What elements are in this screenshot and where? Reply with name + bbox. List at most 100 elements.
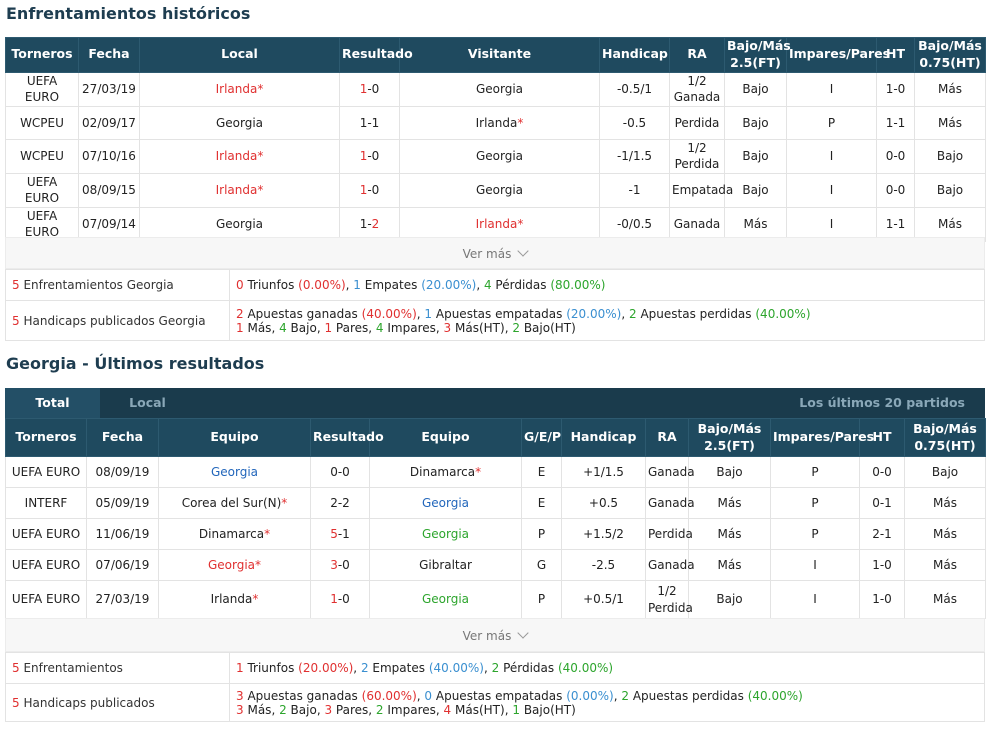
tournament-link[interactable]: UEFA EURO	[5, 518, 87, 550]
over-under-ht: Más	[914, 105, 986, 140]
tournament-link[interactable]: UEFA EURO	[5, 206, 79, 242]
col-handicap: Handicap	[599, 37, 670, 73]
odd-even: P	[786, 105, 877, 140]
half-time-score: 1-1	[876, 105, 915, 140]
odd-even: I	[786, 138, 877, 174]
tournament-link[interactable]: WCPEU	[5, 138, 79, 174]
handicap-value: +1/1.5	[561, 456, 646, 488]
h2h-summary: 5 Enfrentamientos Georgia 0 Triunfos (0.…	[5, 269, 985, 341]
col-handicap: Handicap	[561, 418, 646, 457]
match-result[interactable]: 5-1	[310, 518, 370, 550]
over-under-ft: Bajo	[724, 71, 787, 107]
tab-total[interactable]: Total	[5, 388, 100, 418]
match-result[interactable]: 3-0	[310, 549, 370, 581]
match-result[interactable]: 1-0	[310, 580, 370, 619]
match-date: 11/06/19	[86, 518, 159, 550]
last-matches-selector[interactable]: Los últimos 20 partidos	[799, 395, 965, 410]
away-team[interactable]: Georgia	[399, 172, 600, 208]
half-time-score: 2-1	[859, 518, 905, 550]
half-time-score: 1-0	[876, 71, 915, 107]
table-row: UEFA EURO 08/09/19 Georgia 0-0 Dinamarca…	[5, 456, 986, 488]
tournament-link[interactable]: UEFA EURO	[5, 456, 87, 488]
summary-label: 5 Enfrentamientos	[5, 652, 230, 684]
over-under-ht: Más	[914, 206, 986, 242]
table-row: UEFA EURO 11/06/19 Dinamarca* 5-1 Georgi…	[5, 518, 986, 550]
home-team[interactable]: Georgia*	[158, 549, 311, 581]
ver-mas-label: Ver más	[462, 247, 512, 261]
ra-result: Ganada	[645, 456, 695, 488]
home-team[interactable]: Irlanda*	[158, 580, 311, 619]
tournament-link[interactable]: WCPEU	[5, 105, 79, 140]
col-bajo-mas-ft: Bajo/Más 2.5(FT)	[688, 418, 771, 457]
home-team[interactable]: Georgia	[139, 105, 340, 140]
summary-label: 5 Handicaps publicados Georgia	[5, 300, 230, 341]
home-team[interactable]: Dinamarca*	[158, 518, 311, 550]
col-local: Local	[139, 37, 340, 73]
home-team[interactable]: Irlanda*	[139, 172, 340, 208]
summary-row: 5 Enfrentamientos 1 Triunfos (20.00%), 2…	[5, 652, 985, 684]
over-under-ht: Más	[904, 487, 986, 519]
tab-local[interactable]: Local	[129, 395, 166, 410]
match-date: 05/09/19	[86, 487, 159, 519]
over-under-ft: Más	[688, 487, 771, 519]
odd-even: I	[770, 580, 860, 619]
match-result[interactable]: 0-0	[310, 456, 370, 488]
handicap-value: -0.5	[599, 105, 670, 140]
tournament-link[interactable]: UEFA EURO	[5, 71, 79, 107]
away-team[interactable]: Georgia	[369, 580, 522, 619]
home-team[interactable]: Irlanda*	[139, 71, 340, 107]
match-result[interactable]: 1-0	[339, 71, 400, 107]
match-result[interactable]: 1-2	[339, 206, 400, 242]
summary-values: 1 Triunfos (20.00%), 2 Empates (40.00%),…	[229, 652, 985, 684]
handicap-value: +1.5/2	[561, 518, 646, 550]
summary-values: 2 Apuestas ganadas (40.00%), 1 Apuestas …	[229, 300, 985, 341]
recent-results-title: Georgia - Últimos resultados	[6, 354, 265, 373]
home-team[interactable]: Georgia	[139, 206, 340, 242]
recent-header-row: Torneros Fecha Equipo Resultado Equipo G…	[5, 418, 986, 457]
col-bajo-mas-ht: Bajo/Más 0.75(HT)	[914, 37, 986, 73]
tournament-link[interactable]: UEFA EURO	[5, 580, 87, 619]
ver-mas-button[interactable]: Ver más	[5, 618, 985, 652]
away-team[interactable]: Irlanda*	[399, 105, 600, 140]
away-team[interactable]: Georgia	[399, 138, 600, 174]
handicap-value: -1	[599, 172, 670, 208]
away-team[interactable]: Georgia	[399, 71, 600, 107]
match-date: 02/09/17	[78, 105, 140, 140]
away-team[interactable]: Georgia	[369, 518, 522, 550]
home-team[interactable]: Corea del Sur(N)*	[158, 487, 311, 519]
over-under-ft: Más	[724, 206, 787, 242]
half-time-score: 1-1	[876, 206, 915, 242]
away-team[interactable]: Irlanda*	[399, 206, 600, 242]
tournament-link[interactable]: UEFA EURO	[5, 549, 87, 581]
gep-result: P	[521, 518, 562, 550]
home-team[interactable]: Irlanda*	[139, 138, 340, 174]
tournament-link[interactable]: INTERF	[5, 487, 87, 519]
gep-result: E	[521, 487, 562, 519]
over-under-ht: Bajo	[904, 456, 986, 488]
match-result[interactable]: 1-0	[339, 172, 400, 208]
ver-mas-label: Ver más	[462, 629, 512, 643]
odd-even: P	[770, 518, 860, 550]
ra-result: 1/2 Ganada	[669, 71, 725, 107]
away-team[interactable]: Dinamarca*	[369, 456, 522, 488]
away-team[interactable]: Gibraltar	[369, 549, 522, 581]
home-team[interactable]: Georgia	[158, 456, 311, 488]
half-time-score: 0-0	[859, 456, 905, 488]
match-result[interactable]: 2-2	[310, 487, 370, 519]
col-fecha: Fecha	[86, 418, 159, 457]
over-under-ht: Más	[904, 549, 986, 581]
table-row: UEFA EURO 07/09/14 Georgia 1-2 Irlanda* …	[5, 206, 986, 242]
match-result[interactable]: 1-0	[339, 138, 400, 174]
chevron-down-icon	[517, 245, 530, 257]
tournament-link[interactable]: UEFA EURO	[5, 172, 79, 208]
away-team[interactable]: Georgia	[369, 487, 522, 519]
ra-result: Perdida	[645, 518, 693, 550]
col-bajo-mas-ft: Bajo/Más 2.5(FT)	[724, 37, 791, 73]
table-row: WCPEU 02/09/17 Georgia 1-1 Irlanda* -0.5…	[5, 105, 986, 140]
summary-label: 5 Enfrentamientos Georgia	[5, 269, 230, 301]
summary-row: 5 Handicaps publicados Georgia 2 Apuesta…	[5, 300, 985, 341]
match-result[interactable]: 1-1	[339, 105, 400, 140]
summary-row: 5 Enfrentamientos Georgia 0 Triunfos (0.…	[5, 269, 985, 301]
ver-mas-button[interactable]: Ver más	[5, 237, 985, 269]
ra-result: Ganada	[645, 549, 695, 581]
